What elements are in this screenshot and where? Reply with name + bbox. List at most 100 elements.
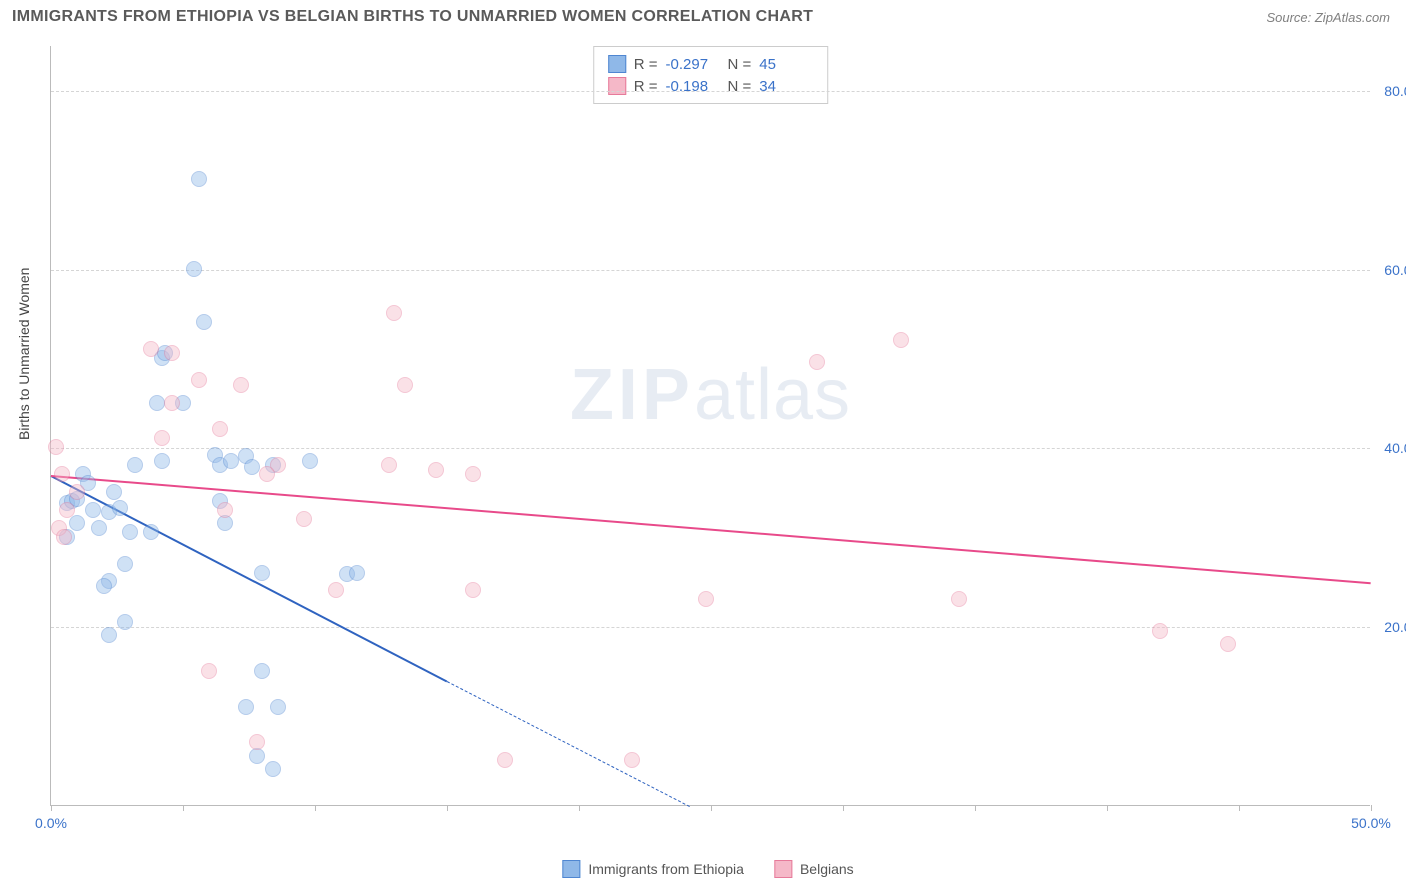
regression-line: [447, 681, 690, 807]
plot-area: ZIPatlas R =-0.297N =45R =-0.198N =34 20…: [50, 46, 1370, 806]
y-tick-label: 20.0%: [1384, 619, 1406, 635]
legend: Immigrants from Ethiopia Belgians: [562, 860, 853, 878]
data-point: [296, 511, 312, 527]
data-point: [809, 354, 825, 370]
x-tick: [51, 805, 52, 811]
x-tick-label: 0.0%: [35, 815, 67, 831]
data-point: [101, 627, 117, 643]
legend-label: Immigrants from Ethiopia: [588, 861, 744, 877]
chart-container: Births to Unmarried Women ZIPatlas R =-0…: [28, 40, 1388, 850]
data-point: [254, 663, 270, 679]
data-point: [59, 502, 75, 518]
y-tick-label: 40.0%: [1384, 440, 1406, 456]
data-point: [69, 515, 85, 531]
r-label: R =: [634, 78, 658, 95]
data-point: [117, 556, 133, 572]
gridline-h: [51, 270, 1370, 271]
x-tick: [447, 805, 448, 811]
data-point: [465, 466, 481, 482]
series-swatch: [608, 55, 626, 73]
legend-swatch: [774, 860, 792, 878]
data-point: [164, 395, 180, 411]
data-point: [212, 421, 228, 437]
legend-swatch: [562, 860, 580, 878]
data-point: [259, 466, 275, 482]
n-value: 45: [759, 56, 813, 73]
data-point: [624, 752, 640, 768]
data-point: [233, 377, 249, 393]
data-point: [349, 565, 365, 581]
data-point: [56, 529, 72, 545]
data-point: [465, 582, 481, 598]
y-tick-label: 80.0%: [1384, 83, 1406, 99]
data-point: [186, 261, 202, 277]
data-point: [238, 699, 254, 715]
data-point: [91, 520, 107, 536]
data-point: [149, 395, 165, 411]
regression-line: [51, 475, 1371, 584]
chart-title: IMMIGRANTS FROM ETHIOPIA VS BELGIAN BIRT…: [12, 8, 813, 26]
data-point: [893, 332, 909, 348]
x-tick: [1107, 805, 1108, 811]
r-value: -0.198: [666, 78, 720, 95]
data-point: [85, 502, 101, 518]
data-point: [265, 761, 281, 777]
x-tick: [183, 805, 184, 811]
x-tick: [843, 805, 844, 811]
legend-label: Belgians: [800, 861, 854, 877]
data-point: [381, 457, 397, 473]
x-tick: [579, 805, 580, 811]
data-point: [217, 502, 233, 518]
x-tick: [1239, 805, 1240, 811]
n-label: N =: [728, 56, 752, 73]
y-axis-label: Births to Unmarried Women: [16, 268, 32, 440]
data-point: [143, 524, 159, 540]
data-point: [249, 734, 265, 750]
data-point: [244, 459, 260, 475]
data-point: [143, 341, 159, 357]
data-point: [112, 500, 128, 516]
stats-row: R = -0.198 N = 34: [608, 75, 814, 97]
data-point: [1220, 636, 1236, 652]
data-point: [698, 591, 714, 607]
data-point: [397, 377, 413, 393]
stats-box: R = -0.297 N = 45 R = -0.198 N = 34: [593, 46, 829, 104]
gridline-h: [51, 91, 1370, 92]
x-tick: [315, 805, 316, 811]
data-point: [48, 439, 64, 455]
source-attribution: Source: ZipAtlas.com: [1266, 10, 1390, 25]
y-tick-label: 60.0%: [1384, 262, 1406, 278]
data-point: [302, 453, 318, 469]
data-point: [117, 614, 133, 630]
data-point: [127, 457, 143, 473]
legend-item: Belgians: [774, 860, 854, 878]
stats-row: R = -0.297 N = 45: [608, 53, 814, 75]
r-label: R =: [634, 56, 658, 73]
data-point: [69, 484, 85, 500]
data-point: [270, 699, 286, 715]
data-point: [497, 752, 513, 768]
n-label: N =: [728, 78, 752, 95]
r-value: -0.297: [666, 56, 720, 73]
series-swatch: [608, 77, 626, 95]
data-point: [96, 578, 112, 594]
data-point: [254, 565, 270, 581]
x-tick-label: 50.0%: [1351, 815, 1391, 831]
x-tick: [1371, 805, 1372, 811]
x-tick: [975, 805, 976, 811]
data-point: [191, 372, 207, 388]
x-tick: [711, 805, 712, 811]
data-point: [122, 524, 138, 540]
data-point: [386, 305, 402, 321]
data-point: [201, 663, 217, 679]
data-point: [428, 462, 444, 478]
data-point: [223, 453, 239, 469]
n-value: 34: [759, 78, 813, 95]
data-point: [164, 345, 180, 361]
data-point: [196, 314, 212, 330]
data-point: [1152, 623, 1168, 639]
gridline-h: [51, 627, 1370, 628]
data-point: [951, 591, 967, 607]
data-point: [191, 171, 207, 187]
data-point: [328, 582, 344, 598]
